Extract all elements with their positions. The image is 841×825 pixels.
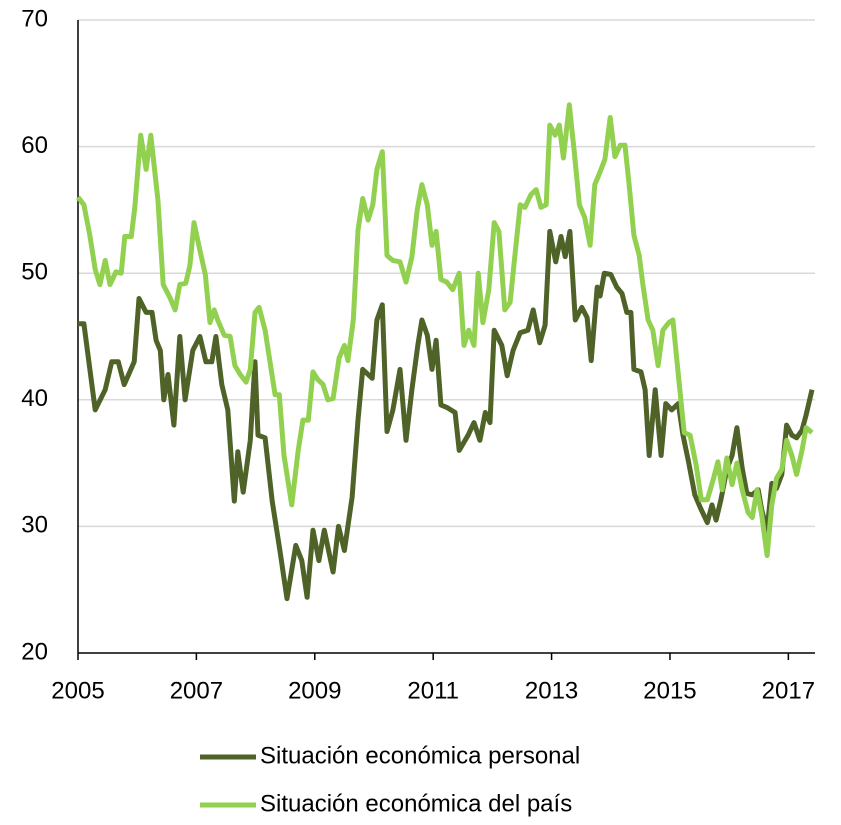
x-tick-label: 2007 [170, 677, 223, 704]
x-tick-label: 2017 [762, 677, 815, 704]
x-tick-label: 2011 [407, 677, 459, 704]
x-tick-label: 2013 [525, 677, 578, 704]
x-tick-label: 2005 [51, 677, 104, 704]
x-tick-label: 2015 [643, 677, 696, 704]
legend-label: Situación económica del país [260, 790, 572, 817]
x-tick-label: 2009 [288, 677, 341, 704]
y-tick-label: 30 [21, 512, 48, 539]
y-tick-label: 20 [21, 638, 48, 665]
legend-label: Situación económica personal [260, 742, 580, 769]
y-tick-label: 60 [21, 132, 48, 159]
series-line [76, 102, 814, 558]
y-tick-label: 50 [21, 259, 48, 286]
series-line [78, 228, 815, 602]
y-tick-label: 40 [21, 385, 48, 412]
y-tick-label: 70 [21, 5, 48, 32]
